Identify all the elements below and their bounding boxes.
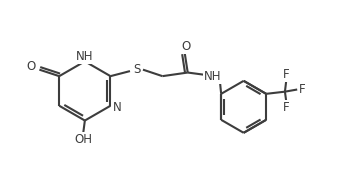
Text: F: F bbox=[299, 83, 305, 96]
Text: F: F bbox=[283, 101, 290, 114]
Text: NH: NH bbox=[204, 70, 222, 83]
Text: O: O bbox=[27, 60, 36, 73]
Text: OH: OH bbox=[74, 133, 92, 146]
Text: F: F bbox=[283, 68, 290, 81]
Text: S: S bbox=[133, 63, 140, 76]
Text: N: N bbox=[113, 101, 121, 114]
Text: O: O bbox=[181, 40, 190, 53]
Text: NH: NH bbox=[76, 50, 93, 63]
